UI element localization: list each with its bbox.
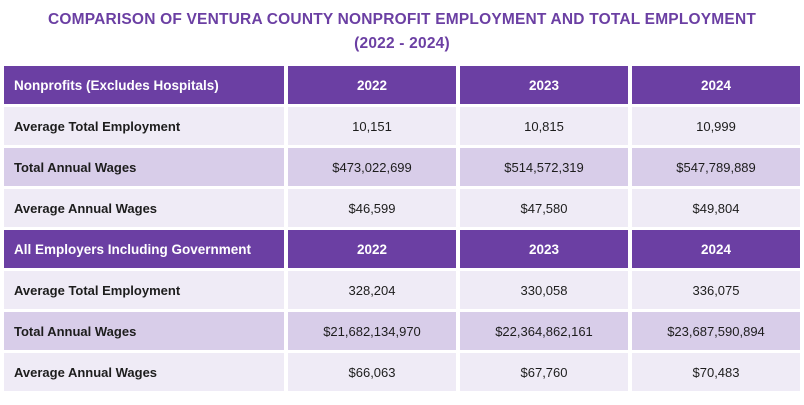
- year-column-header: 2023: [460, 230, 628, 269]
- cell-value: 10,151: [288, 107, 456, 146]
- cell-value: $67,760: [460, 353, 628, 392]
- page-title-line-2: (2022 - 2024): [354, 35, 450, 53]
- year-column-header: 2024: [632, 66, 800, 105]
- table-row: Average Annual Wages $46,599 $47,580 $49…: [4, 189, 800, 228]
- cell-value: 330,058: [460, 271, 628, 310]
- cell-value: $47,580: [460, 189, 628, 228]
- section-header-label: Nonprofits (Excludes Hospitals): [4, 66, 284, 105]
- row-label: Average Total Employment: [4, 107, 284, 146]
- table-row: Average Annual Wages $66,063 $67,760 $70…: [4, 353, 800, 392]
- section-header-label: All Employers Including Government: [4, 230, 284, 269]
- section-header-row-all-employers: All Employers Including Government 2022 …: [4, 230, 800, 269]
- section-header-row-nonprofits: Nonprofits (Excludes Hospitals) 2022 202…: [4, 66, 800, 105]
- cell-value: $22,364,862,161: [460, 312, 628, 351]
- cell-value: 10,999: [632, 107, 800, 146]
- year-column-header: 2022: [288, 230, 456, 269]
- cell-value: $547,789,889: [632, 148, 800, 187]
- page-title-line-1: COMPARISON OF VENTURA COUNTY NONPROFIT E…: [47, 11, 757, 28]
- row-label: Average Total Employment: [4, 271, 284, 310]
- cell-value: $23,687,590,894: [632, 312, 800, 351]
- cell-value: 328,204: [288, 271, 456, 310]
- row-label: Total Annual Wages: [4, 312, 284, 351]
- cell-value: $473,022,699: [288, 148, 456, 187]
- table-row: Average Total Employment 10,151 10,815 1…: [4, 107, 800, 146]
- table-row: Average Total Employment 328,204 330,058…: [4, 271, 800, 310]
- cell-value: $49,804: [632, 189, 800, 228]
- row-label: Average Annual Wages: [4, 353, 284, 392]
- table-row: Total Annual Wages $21,682,134,970 $22,3…: [4, 312, 800, 351]
- page-title: COMPARISON OF VENTURA COUNTY NONPROFIT E…: [4, 8, 800, 56]
- cell-value: 10,815: [460, 107, 628, 146]
- row-label: Average Annual Wages: [4, 189, 284, 228]
- year-column-header: 2024: [632, 230, 800, 269]
- year-column-header: 2023: [460, 66, 628, 105]
- table-row: Total Annual Wages $473,022,699 $514,572…: [4, 148, 800, 187]
- cell-value: $70,483: [632, 353, 800, 392]
- cell-value: $66,063: [288, 353, 456, 392]
- employment-comparison-table: Nonprofits (Excludes Hospitals) 2022 202…: [4, 66, 800, 392]
- cell-value: $514,572,319: [460, 148, 628, 187]
- cell-value: $46,599: [288, 189, 456, 228]
- year-column-header: 2022: [288, 66, 456, 105]
- row-label: Total Annual Wages: [4, 148, 284, 187]
- cell-value: $21,682,134,970: [288, 312, 456, 351]
- cell-value: 336,075: [632, 271, 800, 310]
